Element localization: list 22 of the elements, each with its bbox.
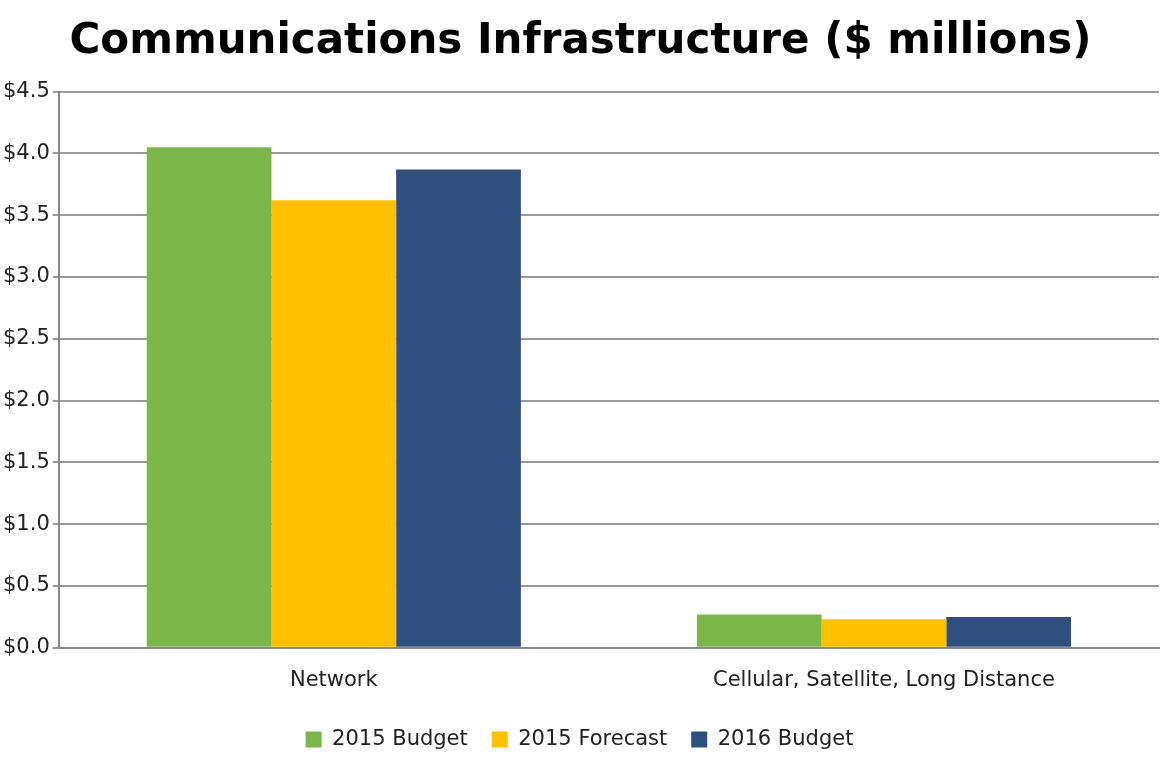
legend-label: 2015 Forecast <box>518 725 668 750</box>
y-tick-label: $0.0 <box>2 634 50 659</box>
y-tick-label: $3.0 <box>2 263 50 288</box>
x-tick-label: Cellular, Satellite, Long Distance <box>712 666 1055 691</box>
y-tick-label: $1.5 <box>2 448 50 473</box>
bar <box>396 169 521 647</box>
y-tick-label: $4.5 <box>2 78 50 103</box>
bar <box>271 200 397 647</box>
y-tick-label: $0.5 <box>2 572 50 597</box>
y-tick-label: $1.0 <box>2 510 50 535</box>
bar <box>821 619 947 647</box>
chart-title: Communications Infrastructure ($ millions) <box>68 14 1093 65</box>
legend-label: 2015 Budget <box>332 725 468 750</box>
legend-label: 2016 Budget <box>717 725 854 750</box>
bar <box>696 614 822 647</box>
y-tick-label: $3.5 <box>2 201 50 226</box>
bar <box>946 616 1071 647</box>
y-tick-label: $2.5 <box>2 325 50 350</box>
y-tick-label: $4.0 <box>2 139 50 164</box>
x-tick-label: Network <box>289 666 379 691</box>
bar <box>146 147 272 647</box>
y-tick-label: $2.0 <box>2 387 50 412</box>
